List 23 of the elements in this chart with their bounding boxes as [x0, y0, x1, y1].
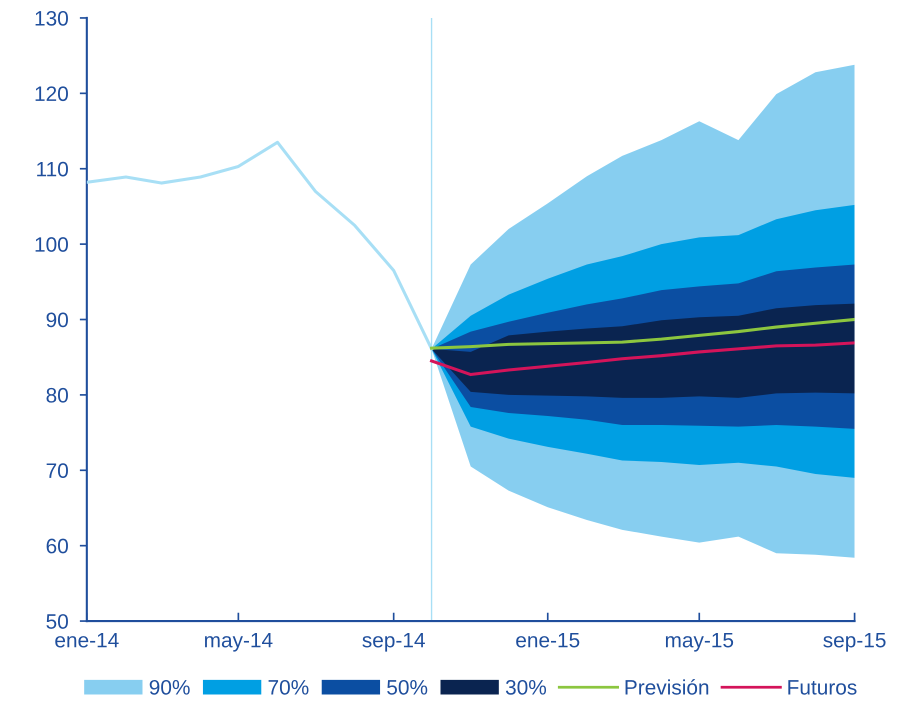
- y-tick-label: 70: [46, 463, 68, 478]
- x-tick-label: may-15: [666, 632, 734, 652]
- y-tick-label: 100: [36, 237, 68, 252]
- y-tick-label: 80: [46, 388, 68, 403]
- line-series: [430, 341, 855, 376]
- y-tick-label: 50: [46, 614, 68, 629]
- x-tick-label: sep-15: [823, 632, 886, 652]
- legend-label: Futuros: [788, 680, 857, 695]
- legend-label: 90%: [150, 680, 190, 695]
- x-tick-label: ene-14: [55, 632, 119, 648]
- legend-label: 50%: [387, 680, 428, 695]
- line-series: [430, 318, 855, 350]
- legend-label: 70%: [268, 680, 308, 695]
- y-tick-label: 90: [46, 312, 68, 328]
- x-tick-label: may-14: [205, 632, 272, 652]
- legend-label: 30%: [506, 680, 546, 695]
- y-tick-label: 60: [46, 538, 68, 554]
- x-tick-label: ene-15: [516, 632, 580, 648]
- y-tick-label: 120: [36, 86, 68, 102]
- legend-label: Previsión: [626, 679, 708, 695]
- y-tick-label: 130: [36, 10, 68, 26]
- x-tick-label: sep-14: [362, 632, 425, 652]
- y-tick-label: 110: [37, 162, 68, 176]
